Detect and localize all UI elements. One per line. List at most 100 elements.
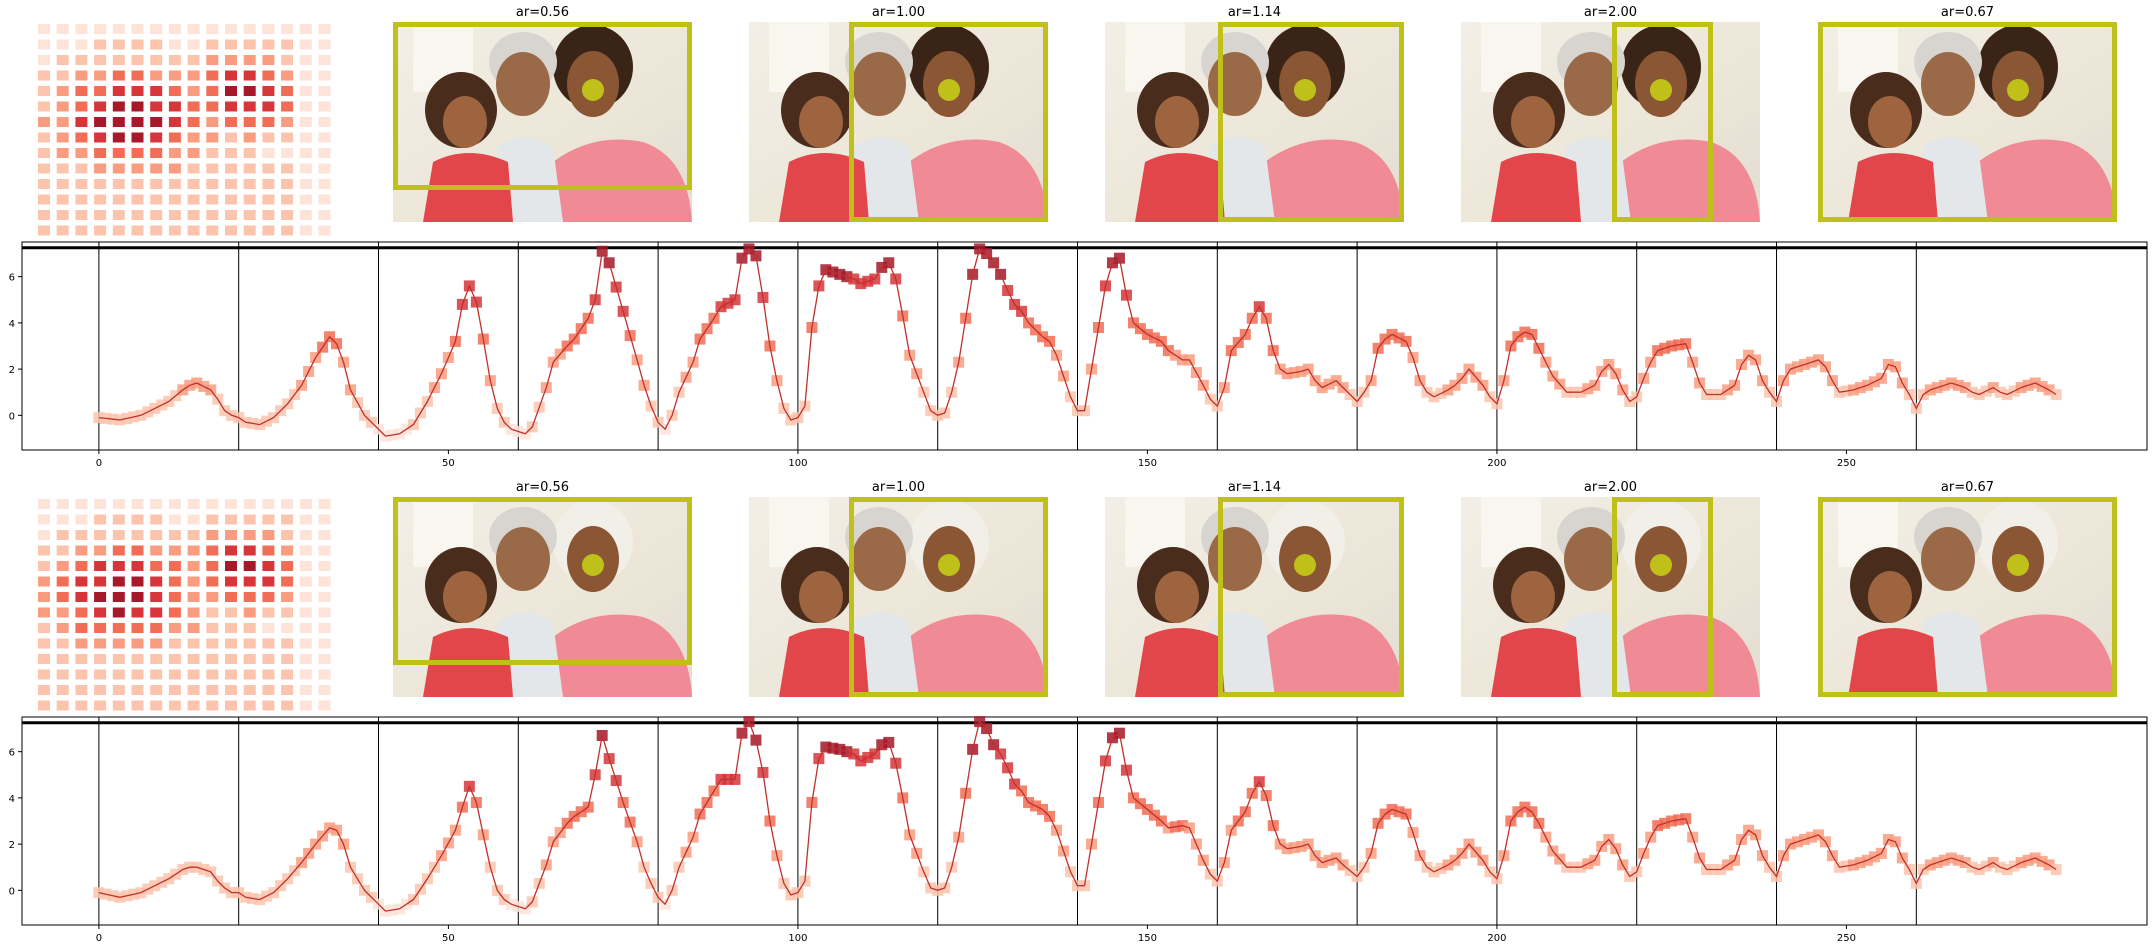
- photo-thumbnail: [1818, 22, 2117, 222]
- heatmap-cell: [112, 576, 125, 587]
- heatmap-cell: [299, 225, 312, 236]
- heatmap-cell: [112, 607, 125, 618]
- heatmap-cell: [206, 576, 219, 587]
- heatmap-cell: [75, 194, 88, 205]
- heatmap-cell: [131, 132, 144, 143]
- heatmap-cell: [206, 55, 219, 65]
- heatmap-cell: [206, 499, 219, 509]
- red-shirt-shape: [779, 153, 869, 222]
- heatmap-cell: [318, 499, 331, 509]
- heatmap-cell: [299, 499, 312, 509]
- heatmap-cell: [262, 499, 275, 509]
- heatmap-cell: [131, 545, 144, 556]
- heatmap-cell: [206, 514, 219, 525]
- focus-point-marker: [582, 554, 604, 576]
- heatmap-cell: [206, 210, 219, 220]
- heatmap-cell: [168, 654, 181, 664]
- heatmap-cell: [243, 39, 256, 50]
- heatmap-cell: [262, 592, 275, 602]
- heatmap-cell: [168, 607, 181, 618]
- heatmap-cell: [262, 225, 275, 236]
- crop-title: ar=1.00: [872, 5, 925, 20]
- heatmap-cell: [187, 669, 200, 680]
- heatmap-cell: [262, 514, 275, 525]
- heatmap-cell: [299, 24, 312, 34]
- heatmap-cell: [225, 163, 237, 174]
- heatmap-cell: [299, 86, 312, 96]
- heatmap-cell: [299, 132, 312, 143]
- pink-shirt-shape: [1255, 614, 1404, 697]
- heatmap-cell: [168, 576, 181, 587]
- heatmap-cell: [94, 163, 107, 174]
- red-shirt-shape: [1135, 153, 1225, 222]
- heatmap-cell: [75, 101, 88, 112]
- heatmap-cell: [243, 132, 256, 143]
- heatmap-cell: [168, 179, 181, 189]
- heatmap-cell: [131, 561, 144, 571]
- heatmap-cell: [281, 638, 294, 649]
- heatmap-cell: [112, 638, 125, 649]
- x-tick-label: 150: [1138, 458, 1157, 469]
- focus-point-marker: [2007, 554, 2029, 576]
- heatmap-cell: [94, 179, 107, 189]
- photo-thumbnail: [393, 497, 692, 697]
- heatmap-cell: [187, 545, 200, 556]
- heatmap-cell: [187, 530, 200, 540]
- heatmap-cell: [56, 514, 69, 525]
- heatmap-cell: [38, 210, 50, 220]
- heatmap-cell: [112, 545, 125, 556]
- heatmap-cell: [187, 623, 200, 633]
- heatmap-cell: [131, 39, 144, 50]
- heatmap-cell: [206, 179, 219, 189]
- heatmap-cell: [262, 163, 275, 174]
- heatmap-cell: [38, 592, 50, 602]
- score-marker: [2050, 389, 2062, 401]
- heatmap-cell: [281, 530, 294, 540]
- heatmap-cell: [299, 39, 312, 50]
- heatmap-cell: [131, 530, 144, 540]
- heatmap-cell: [75, 561, 88, 571]
- heatmap-cell: [318, 210, 331, 220]
- heatmap-cell: [281, 685, 294, 695]
- heatmap-cell: [281, 117, 294, 127]
- heatmap-cell: [225, 685, 237, 695]
- attention-heatmap: [38, 24, 331, 236]
- crop-rectangle: [849, 22, 1048, 222]
- heatmap-cell: [75, 623, 88, 633]
- heatmap-cell: [168, 530, 181, 540]
- heatmap-cell: [150, 545, 163, 556]
- red-shirt-shape: [1135, 628, 1225, 697]
- chart-frame: [21, 716, 2148, 926]
- heatmap-cell: [131, 225, 144, 236]
- heatmap-cell: [206, 700, 219, 711]
- heatmap-cell: [131, 55, 144, 65]
- heatmap-cell: [150, 163, 163, 174]
- heatmap-cell: [262, 700, 275, 711]
- heatmap-cell: [131, 654, 144, 664]
- heatmap-cell: [225, 576, 237, 587]
- heatmap-cell: [187, 117, 200, 127]
- heatmap-cell: [318, 132, 331, 143]
- heatmap-cell: [112, 163, 125, 174]
- heatmap-cell: [187, 638, 200, 649]
- heatmap-cell: [168, 225, 181, 236]
- heatmap-cell: [281, 24, 294, 34]
- face-shape: [1868, 571, 1912, 623]
- heatmap-cell: [318, 561, 331, 571]
- heatmap-cell: [56, 225, 69, 236]
- heatmap-cell: [56, 194, 69, 205]
- heatmap-cell: [94, 24, 107, 34]
- heatmap-cell: [243, 163, 256, 174]
- heatmap-cell: [75, 132, 88, 143]
- heatmap-cell: [150, 148, 163, 158]
- heatmap-cell: [56, 86, 69, 96]
- heatmap-cell: [94, 561, 107, 571]
- crop-rectangle: [1818, 497, 2117, 697]
- heatmap-cell: [318, 576, 331, 587]
- crop-rectangle: [393, 22, 692, 190]
- heatmap-cell: [206, 530, 219, 540]
- heatmap-cell: [318, 700, 331, 711]
- heatmap-cell: [225, 70, 237, 81]
- heatmap-cell: [94, 101, 107, 112]
- heatmap-cell: [281, 86, 294, 96]
